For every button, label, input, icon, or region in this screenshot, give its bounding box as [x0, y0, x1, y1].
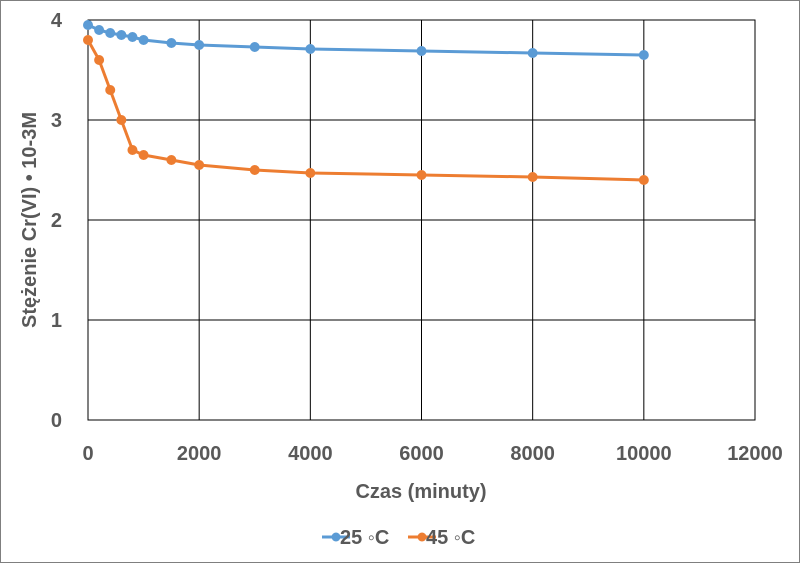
data-point: [527, 172, 538, 182]
y-axis-title: Stężenie Cr(VI) • 10-3M: [19, 112, 41, 328]
data-point: [94, 25, 105, 35]
data-point: [194, 40, 205, 50]
data-point: [638, 50, 649, 60]
data-point: [194, 160, 205, 170]
y-tick-label: 0: [51, 410, 62, 432]
y-tick-label: 1: [51, 310, 62, 332]
data-point: [527, 48, 538, 58]
data-point: [416, 46, 427, 56]
y-tick-label: 4: [51, 10, 63, 32]
data-point: [105, 28, 116, 38]
x-tick-label: 12000: [727, 443, 783, 465]
legend: 25 ◦C 45 ◦C: [322, 527, 475, 549]
data-point: [249, 165, 260, 175]
data-point: [116, 115, 127, 125]
y-axis-ticks: 0 1 2 3 4: [51, 10, 63, 432]
x-tick-label: 8000: [510, 443, 555, 465]
data-point: [249, 42, 260, 52]
x-tick-label: 2000: [177, 443, 222, 465]
data-point: [127, 32, 138, 42]
plot-area: [87, 19, 756, 421]
data-point: [83, 35, 93, 45]
data-point: [305, 44, 316, 54]
data-point: [94, 55, 105, 65]
x-tick-label: 10000: [616, 443, 672, 465]
data-point: [416, 170, 427, 180]
data-point: [105, 85, 116, 95]
data-point: [638, 175, 649, 185]
data-point: [138, 35, 149, 45]
series-group: [83, 20, 649, 185]
data-point: [127, 145, 138, 155]
grid-lines: [87, 19, 756, 421]
plot-area-border: [87, 19, 756, 421]
x-tick-label: 4000: [288, 443, 333, 465]
data-point: [166, 38, 177, 48]
legend-marker: [417, 532, 427, 542]
x-axis-title: Czas (minuty): [355, 481, 486, 503]
legend-marker: [331, 532, 341, 542]
data-point: [305, 168, 316, 178]
series-0: [83, 20, 649, 60]
data-point: [116, 30, 127, 40]
y-tick-label: 2: [51, 210, 62, 232]
series-1: [83, 35, 649, 185]
legend-item-1: 45 ◦C: [408, 527, 475, 549]
x-axis-ticks: 0 2000 4000 6000 8000 10000 12000: [82, 443, 782, 465]
legend-item-0: 25 ◦C: [322, 527, 389, 549]
data-point: [138, 150, 149, 160]
legend-label: 25 ◦C: [340, 527, 389, 549]
x-tick-label: 6000: [399, 443, 444, 465]
legend-label: 45 ◦C: [426, 527, 475, 549]
x-tick-label: 0: [82, 443, 93, 465]
y-tick-label: 3: [51, 110, 62, 132]
data-point: [166, 155, 177, 165]
data-point: [83, 20, 93, 30]
